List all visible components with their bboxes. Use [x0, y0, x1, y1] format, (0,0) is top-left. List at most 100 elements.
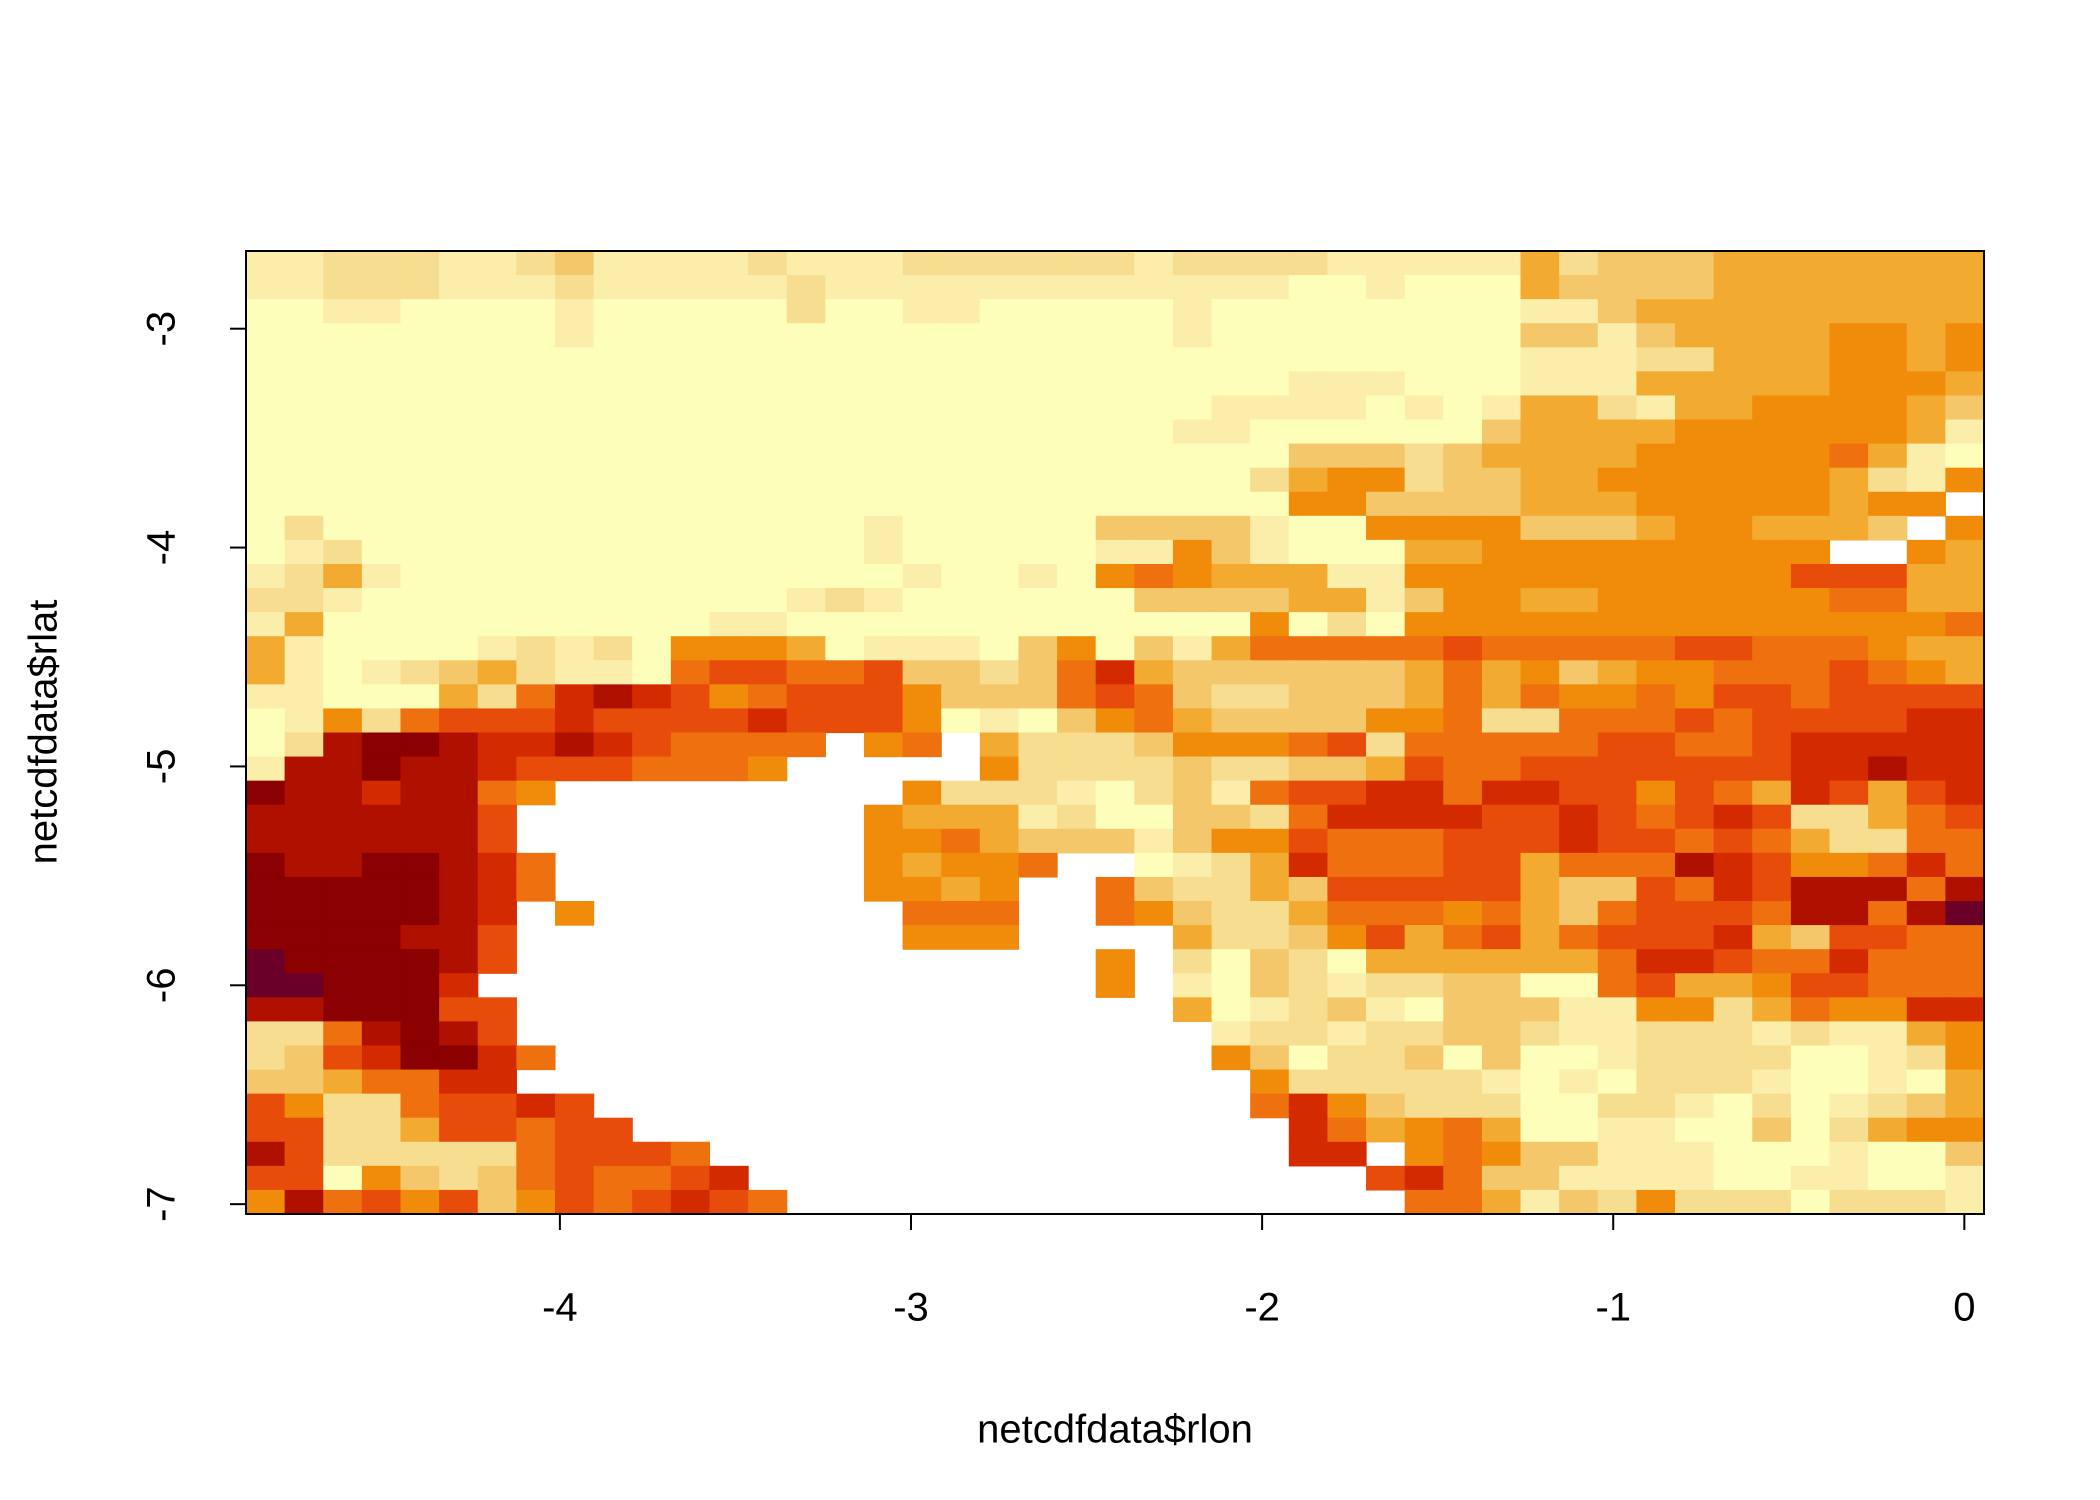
heatmap-cell: [670, 395, 711, 421]
heatmap-cell: [1327, 1117, 1367, 1143]
heatmap-cell: [1211, 588, 1251, 613]
heatmap-cell: [1443, 756, 1483, 782]
heatmap-cell: [1288, 323, 1329, 348]
heatmap-cell: [1134, 852, 1174, 878]
heatmap-cell: [1404, 684, 1444, 710]
y-tick-label: -4: [140, 530, 184, 566]
heatmap-cell: [825, 467, 865, 493]
heatmap-cell: [1520, 443, 1560, 469]
heatmap-cell: [554, 467, 595, 493]
heatmap-cell: [554, 1165, 595, 1191]
heatmap-cell: [1868, 708, 1908, 734]
heatmap-cell: [1211, 563, 1251, 589]
heatmap-cell: [670, 275, 711, 300]
heatmap-cell: [400, 323, 440, 348]
heatmap-cell: [709, 708, 749, 734]
heatmap-cell: [1366, 1093, 1406, 1119]
heatmap-cell: [902, 876, 942, 902]
heatmap-cell: [1018, 443, 1058, 469]
heatmap-cell: [1752, 876, 1792, 902]
heatmap-cell: [1018, 852, 1058, 878]
heatmap-cell: [477, 780, 517, 806]
heatmap-cell: [1636, 973, 1676, 998]
heatmap-cell: [979, 443, 1020, 469]
heatmap-cell: [477, 1117, 517, 1143]
heatmap-cell: [246, 804, 286, 830]
heatmap-cell: [1404, 1189, 1444, 1215]
heatmap-cell: [477, 636, 517, 661]
heatmap-cell: [1868, 804, 1908, 830]
heatmap-cell: [554, 588, 595, 613]
heatmap-cell: [1250, 323, 1290, 348]
heatmap-cell: [400, 275, 440, 300]
heatmap-cell: [1057, 395, 1097, 421]
heatmap-cell: [1790, 1093, 1831, 1119]
heatmap-cell: [554, 1117, 595, 1143]
heatmap-cell: [1945, 973, 1985, 998]
heatmap-cell: [439, 612, 479, 637]
heatmap-cell: [284, 1021, 324, 1047]
heatmap-cell: [1752, 708, 1792, 734]
heatmap-cell: [1945, 371, 1985, 397]
heatmap-cell: [477, 539, 517, 565]
heatmap-cell: [400, 588, 440, 613]
heatmap-cell: [1675, 708, 1715, 734]
heatmap-cell: [1018, 275, 1058, 300]
heatmap-cell: [1829, 275, 1869, 300]
heatmap-cell: [439, 708, 479, 734]
heatmap-cell: [323, 395, 363, 421]
heatmap-cell: [246, 852, 286, 878]
heatmap-cell: [863, 828, 904, 854]
heatmap-cell: [1520, 275, 1560, 300]
heatmap-cell: [1404, 395, 1444, 421]
heatmap-cell: [1018, 347, 1058, 372]
heatmap-cell: [1095, 876, 1135, 902]
heatmap-cell: [593, 1117, 633, 1143]
heatmap-cell: [1752, 1069, 1792, 1095]
heatmap-cell: [246, 299, 286, 324]
heatmap-cell: [323, 563, 363, 589]
heatmap-cell: [1559, 563, 1599, 589]
heatmap-cell: [246, 491, 286, 517]
heatmap-cell: [1095, 275, 1135, 300]
heatmap-cell: [670, 756, 711, 782]
heatmap-cell: [1134, 563, 1174, 589]
heatmap-cell: [400, 612, 440, 637]
heatmap-cell: [323, 371, 363, 397]
heatmap-cell: [1597, 684, 1637, 710]
heatmap-cell: [1597, 997, 1637, 1022]
heatmap-cell: [632, 684, 672, 710]
heatmap-cell: [1752, 1093, 1792, 1119]
heatmap-cell: [1790, 1189, 1831, 1215]
heatmap-cell: [284, 1141, 324, 1167]
heatmap-cell: [1906, 539, 1946, 565]
heatmap-cell: [1906, 636, 1946, 661]
heatmap-cell: [1404, 852, 1444, 878]
heatmap-cell: [1868, 612, 1908, 637]
heatmap-cell: [1636, 612, 1676, 637]
heatmap-cell: [1636, 949, 1676, 974]
heatmap-cell: [632, 251, 672, 276]
heatmap-cell: [284, 876, 324, 902]
heatmap-cell: [400, 732, 440, 758]
heatmap-cell: [1211, 684, 1251, 710]
heatmap-cell: [554, 1141, 595, 1167]
heatmap-cell: [1366, 419, 1406, 445]
heatmap-cell: [902, 251, 942, 276]
heatmap-cell: [1713, 491, 1753, 517]
heatmap-cell: [1211, 756, 1251, 782]
heatmap-cell: [284, 1189, 324, 1215]
heatmap-cell: [670, 299, 711, 324]
heatmap-cell: [400, 251, 440, 276]
heatmap-cell: [1636, 419, 1676, 445]
heatmap-cell: [1057, 467, 1097, 493]
heatmap-cell: [1713, 997, 1753, 1022]
heatmap-cell: [941, 395, 981, 421]
heatmap-cell: [1559, 491, 1599, 517]
heatmap-cell: [1597, 299, 1637, 324]
heatmap-cell: [284, 804, 324, 830]
heatmap-cell: [246, 1021, 286, 1047]
heatmap-cell: [1829, 251, 1869, 276]
heatmap-cell: [1906, 780, 1946, 806]
heatmap-cell: [1559, 467, 1599, 493]
